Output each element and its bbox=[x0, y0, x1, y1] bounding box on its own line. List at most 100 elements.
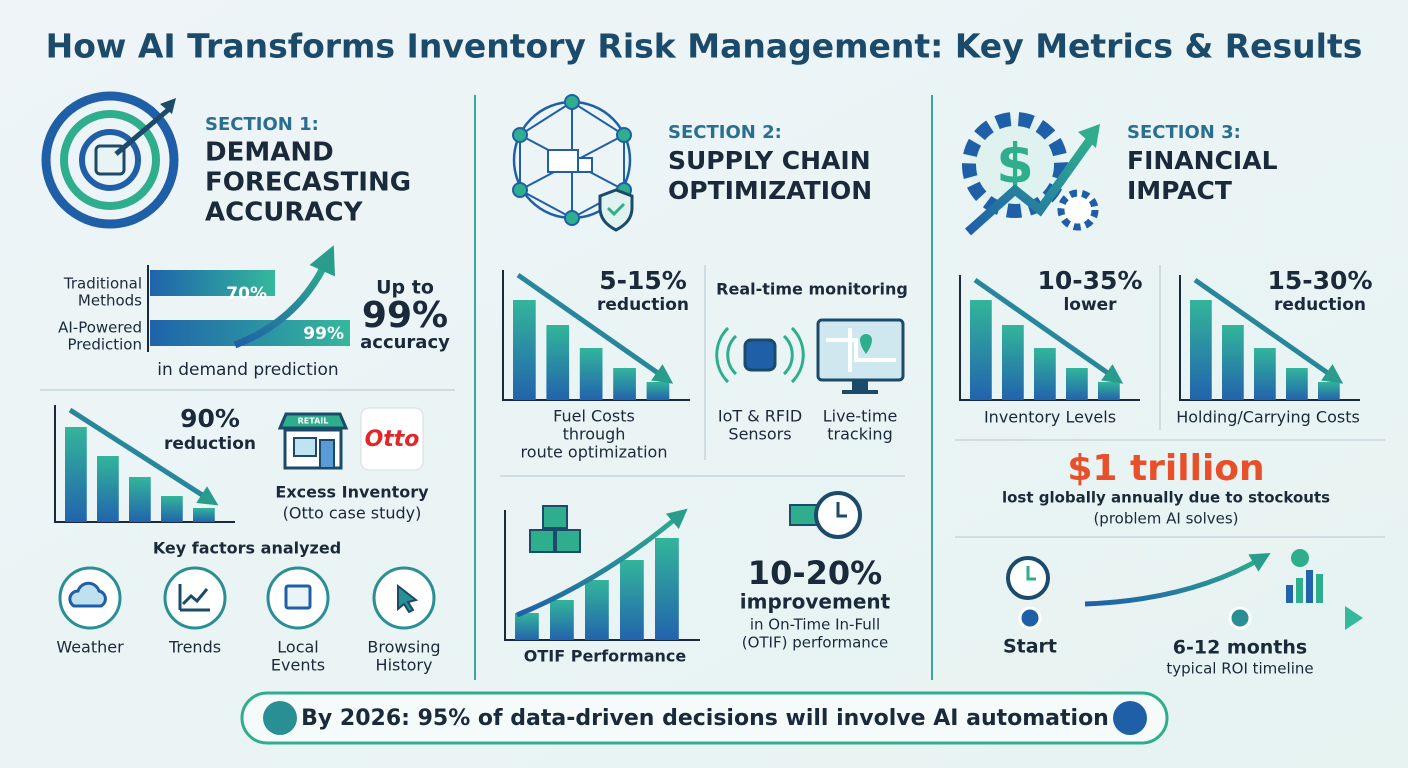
row-label: Methods bbox=[78, 292, 142, 310]
row-label: Traditional bbox=[63, 275, 142, 293]
stat-label: reduction bbox=[164, 434, 256, 454]
timeline-part bbox=[1026, 566, 1036, 581]
factor-label: Local bbox=[277, 638, 318, 657]
factor-label: Weather bbox=[56, 638, 124, 657]
section-heading: OPTIMIZATION bbox=[668, 176, 872, 205]
monitor-icon-part bbox=[826, 328, 896, 372]
factor-label: Events bbox=[271, 656, 325, 675]
finance-icon-part bbox=[1057, 189, 1099, 231]
section-heading: IMPACT bbox=[1127, 176, 1232, 205]
factor-label: Trends bbox=[168, 638, 221, 657]
trend-arrow bbox=[1193, 277, 1344, 384]
chart-bar bbox=[620, 560, 644, 640]
logo-text: Otto bbox=[365, 427, 420, 452]
monitor-icon-part bbox=[860, 334, 872, 354]
sensor-icon bbox=[715, 326, 805, 384]
factor-icon bbox=[58, 566, 436, 630]
chart-bar bbox=[129, 477, 151, 522]
factor-icon-part bbox=[68, 581, 107, 608]
store-sign: RETAIL bbox=[298, 417, 329, 426]
caption: (problem AI solves) bbox=[1093, 510, 1238, 528]
stat-label: lower bbox=[1063, 295, 1117, 315]
timeline bbox=[962, 549, 1363, 630]
target-icon-part bbox=[60, 110, 160, 210]
finance-icon: $ bbox=[962, 112, 1100, 236]
comparison-bars-part bbox=[150, 270, 275, 296]
stat: 10-35% bbox=[1037, 266, 1142, 295]
boxes-icon bbox=[529, 505, 581, 553]
timeline-part bbox=[1018, 606, 1042, 630]
callout-text: Up to bbox=[376, 277, 434, 299]
chart-bar bbox=[1286, 368, 1308, 400]
page-title: How AI Transforms Inventory Risk Managem… bbox=[46, 27, 1363, 66]
caption: Holding/Carrying Costs bbox=[1176, 408, 1360, 427]
callout-stat: 99% bbox=[362, 295, 448, 336]
chart-bar bbox=[1002, 325, 1024, 400]
chart-bar bbox=[613, 368, 636, 400]
store-icon-part bbox=[319, 439, 335, 469]
stat: 90% bbox=[180, 404, 240, 433]
factor-label: Browsing bbox=[367, 638, 440, 657]
chart-bar bbox=[646, 382, 670, 400]
section-heading: SUPPLY CHAIN bbox=[668, 146, 871, 175]
chart-bar bbox=[515, 613, 539, 640]
chart-bar bbox=[585, 580, 609, 640]
section-heading: DEMAND bbox=[205, 138, 334, 168]
head-icon bbox=[263, 701, 297, 735]
chart-bar bbox=[97, 456, 119, 522]
clock-icon-part bbox=[836, 502, 847, 518]
logo-box bbox=[360, 407, 424, 471]
sensor-icon-part bbox=[715, 326, 805, 384]
network-icon-part bbox=[616, 127, 632, 143]
section-label: SECTION 1: bbox=[205, 114, 319, 135]
clock-icon-part bbox=[789, 504, 819, 526]
boxes-icon-part bbox=[529, 529, 555, 553]
separator bbox=[40, 265, 1385, 538]
monitoring-label: Sensors bbox=[728, 425, 791, 444]
monitor-icon-part bbox=[842, 390, 878, 394]
factor-icon-part bbox=[178, 584, 210, 612]
chart-bar bbox=[550, 600, 574, 640]
comparison-bars-part bbox=[233, 245, 335, 349]
caption: typical ROI timeline bbox=[1166, 660, 1313, 678]
network-icon-part bbox=[564, 94, 580, 110]
network-icon bbox=[512, 94, 634, 232]
chart-bar bbox=[161, 496, 183, 522]
chart-bar bbox=[513, 300, 536, 400]
caption: (Otto case study) bbox=[283, 504, 422, 523]
network-icon-part bbox=[606, 202, 626, 217]
chart-bar bbox=[579, 348, 603, 400]
monitoring-label: IoT & RFID bbox=[718, 407, 802, 426]
target-icon-part bbox=[160, 98, 176, 114]
network-icon-part bbox=[512, 127, 528, 143]
monitor-icon-part bbox=[816, 318, 905, 382]
row-label: AI-Powered bbox=[58, 319, 142, 337]
network-icon-part bbox=[512, 182, 528, 198]
row-label: Prediction bbox=[67, 336, 142, 354]
caption: route optimization bbox=[521, 443, 668, 462]
caption: Fuel Costs bbox=[553, 407, 635, 426]
chart-bar bbox=[1222, 325, 1244, 400]
chart-bar bbox=[1098, 382, 1120, 400]
stat: 15-30% bbox=[1267, 266, 1372, 295]
bar-value: 99% bbox=[303, 324, 344, 344]
callout-text: accuracy bbox=[360, 332, 450, 353]
monitoring-label: tracking bbox=[827, 425, 892, 444]
caption: Inventory Levels bbox=[984, 408, 1116, 427]
stat-label: reduction bbox=[597, 295, 689, 315]
factor-icon-part bbox=[284, 584, 312, 610]
caption: (OTIF) performance bbox=[742, 634, 889, 652]
finance-icon-part bbox=[965, 137, 1094, 236]
monitor-icon bbox=[816, 318, 905, 394]
caption: Excess Inventory bbox=[275, 483, 429, 502]
chart-bar bbox=[970, 300, 992, 400]
store-icon-part bbox=[293, 437, 317, 457]
finance-icon-part bbox=[1078, 124, 1100, 148]
timeline-part bbox=[1084, 552, 1271, 607]
chart-bar bbox=[1254, 348, 1276, 400]
target-icon-part bbox=[41, 91, 179, 229]
clock-icon bbox=[789, 491, 862, 539]
footer-text: By 2026: 95% of data-driven decisions wi… bbox=[301, 706, 1109, 731]
target-icon-part bbox=[114, 108, 170, 156]
